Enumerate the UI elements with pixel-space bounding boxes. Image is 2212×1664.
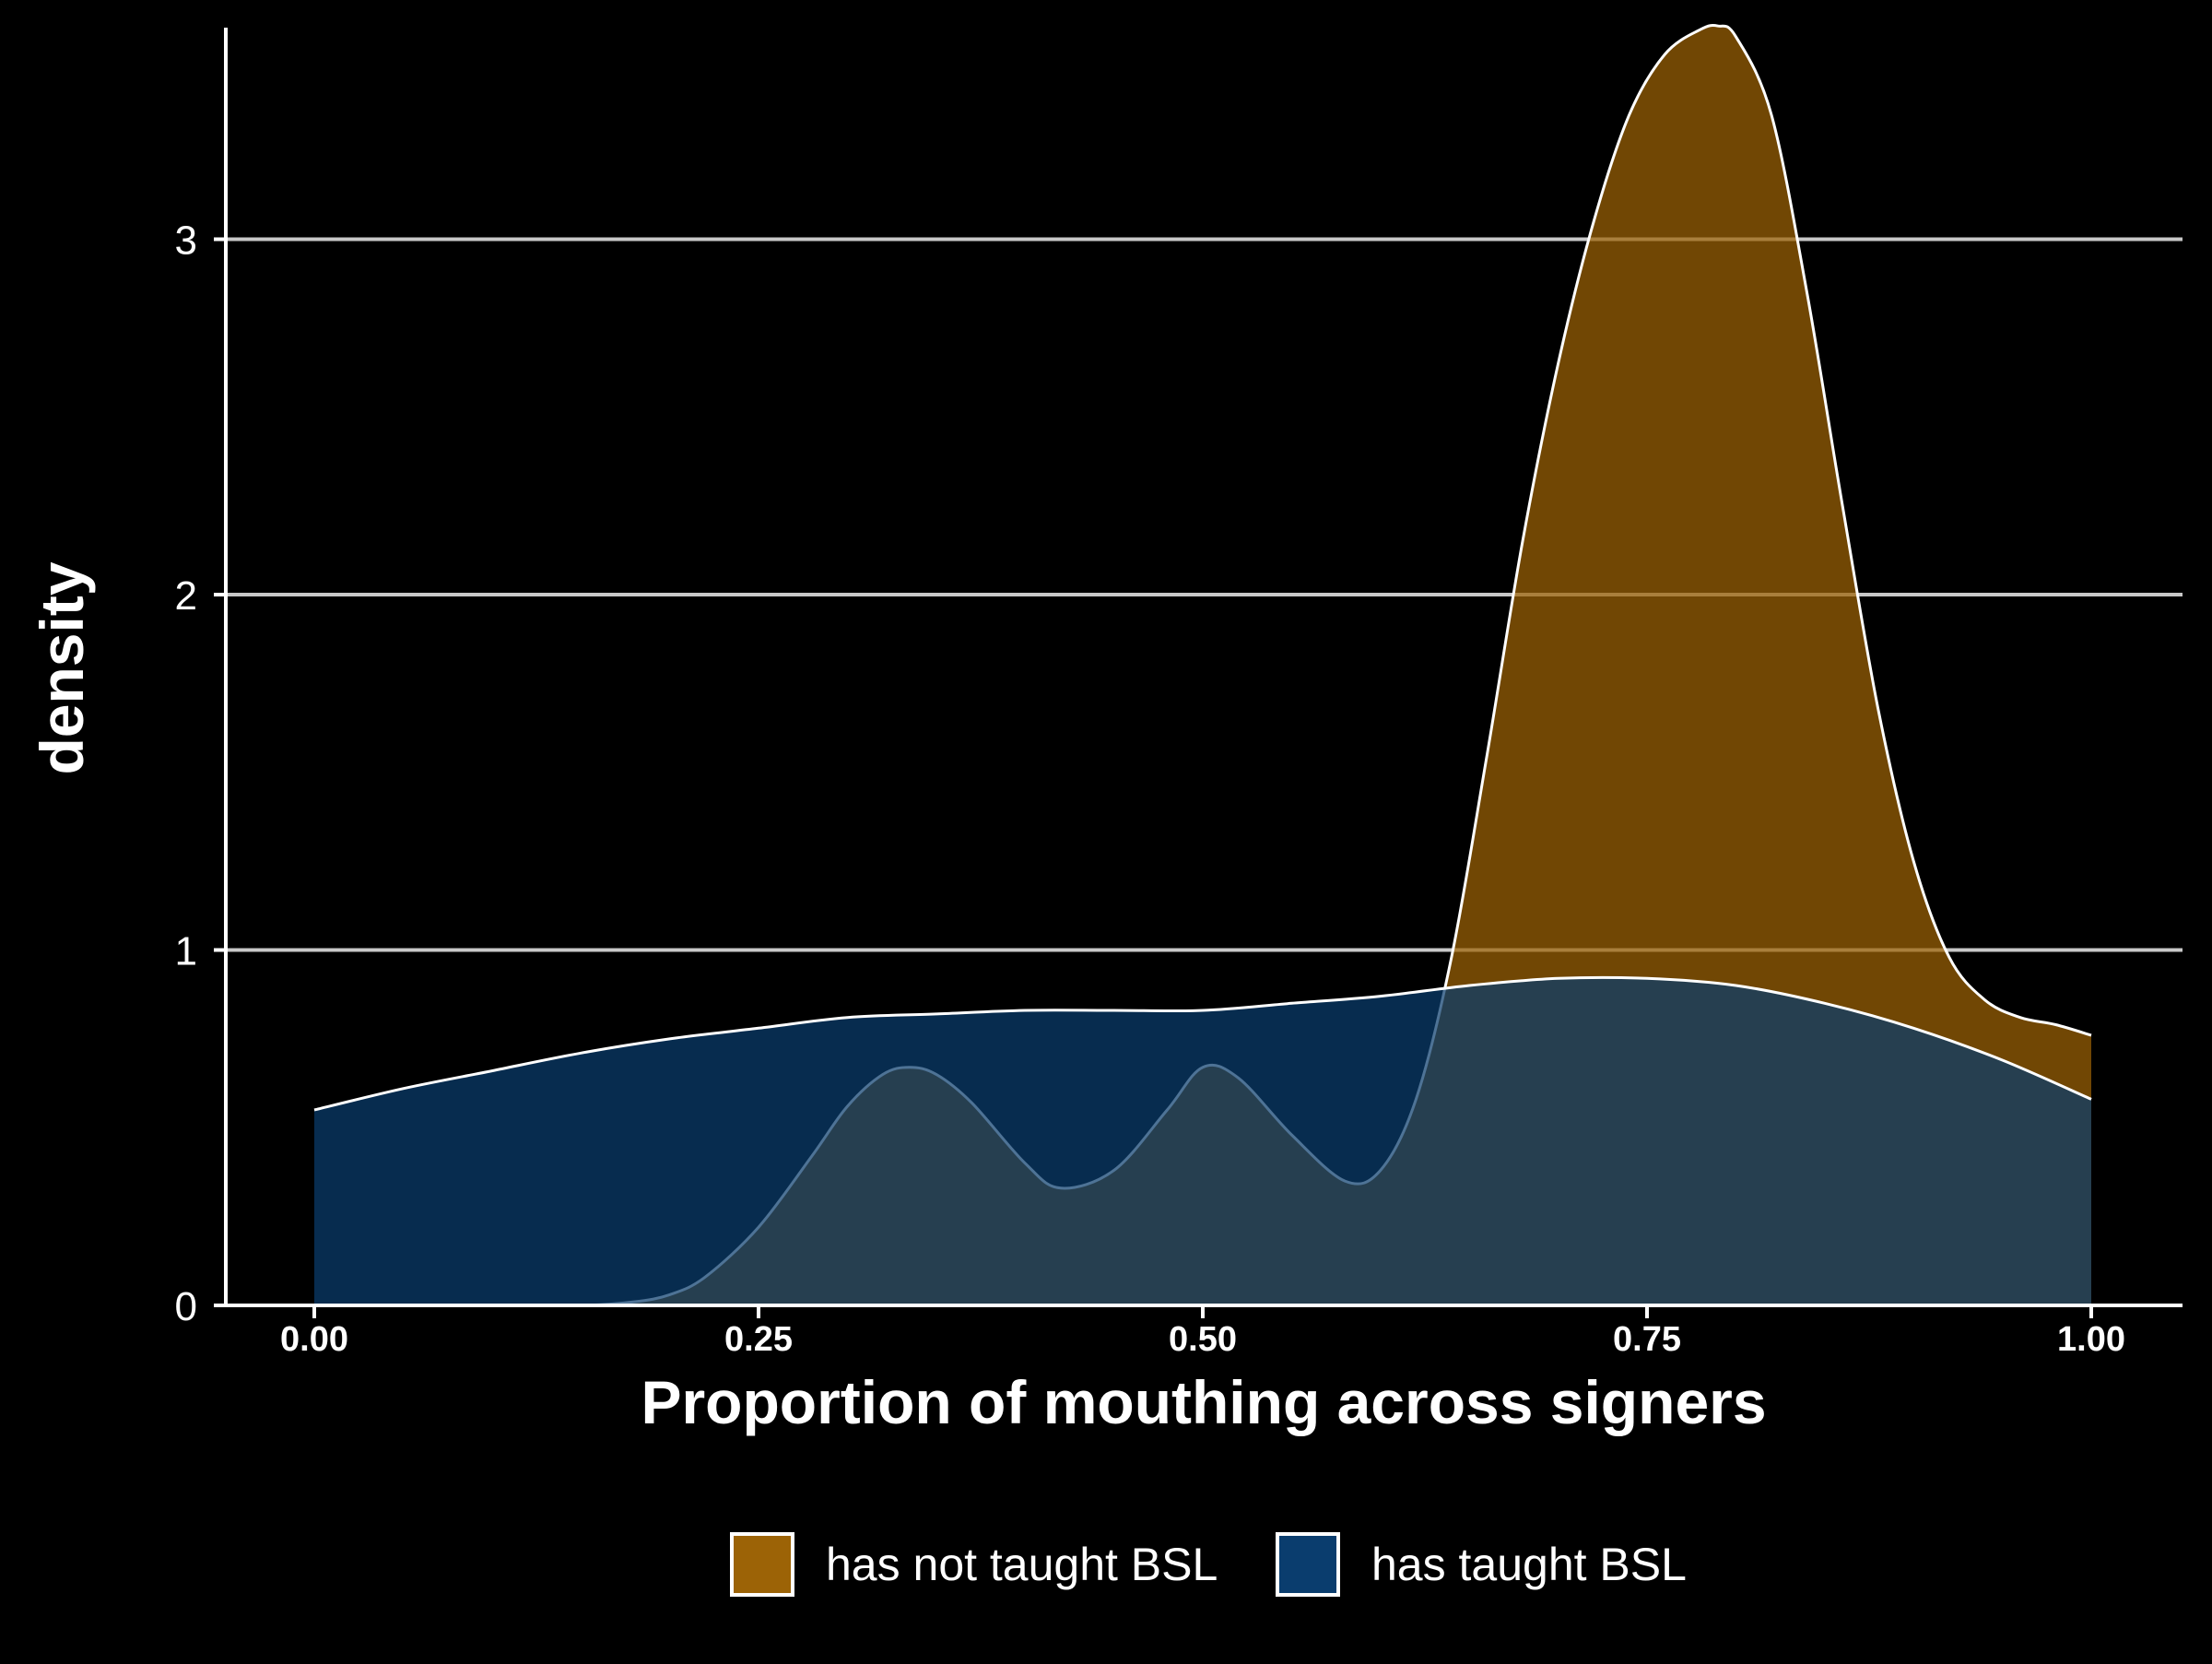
axis-layer: 0 1 2 3 0.00 0.25 0.50 0.75 1.00 [175, 28, 2183, 1359]
x-tick-label-3: 0.75 [1613, 1320, 1681, 1359]
legend: has not taught BSL has taught BSL [730, 1532, 1687, 1597]
x-tick-label-0: 0.00 [280, 1320, 348, 1359]
y-tick-label-2: 2 [175, 573, 197, 619]
legend-key-taught [1276, 1532, 1340, 1597]
area-has-taught [314, 977, 2091, 1305]
outline-has-taught [313, 975, 2092, 1112]
x-tick-label-1: 0.25 [724, 1320, 793, 1359]
area-layer [313, 23, 2092, 1307]
x-tick-label-2: 0.50 [1169, 1320, 1237, 1359]
y-tick-label-0: 0 [175, 1284, 197, 1329]
y-tick-label-3: 3 [175, 218, 197, 264]
x-tick-label-4: 1.00 [2057, 1320, 2125, 1359]
x-axis-title: Proportion of mouthing across signers [641, 1368, 1766, 1436]
legend-label-not-taught: has not taught BSL [826, 1539, 1218, 1590]
legend-key-not-taught [730, 1532, 794, 1597]
y-tick-label-1: 1 [175, 929, 197, 974]
y-axis-title: density [28, 561, 96, 774]
legend-label-taught: has taught BSL [1371, 1539, 1687, 1590]
